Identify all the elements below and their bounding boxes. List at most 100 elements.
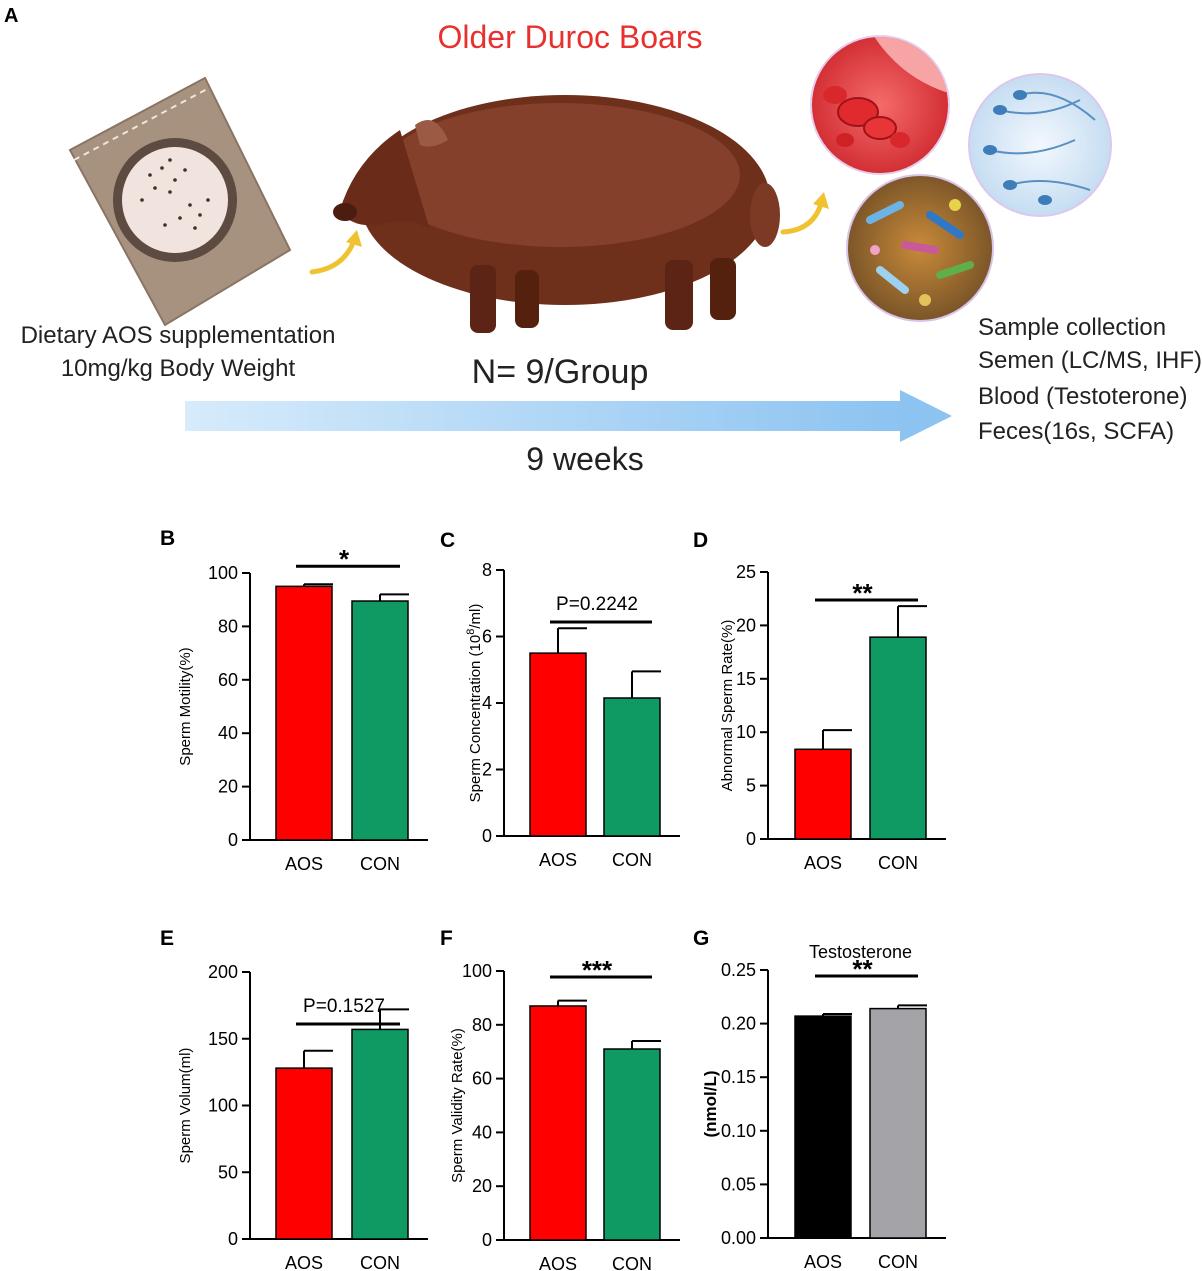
y-tick-label: 25 — [736, 562, 756, 582]
bar-aos — [794, 1015, 852, 1239]
boar-image — [333, 95, 780, 333]
chart-panel-d: D 0 5 10 15 20 25 AOS CON ** Abnormal Sperm Rate(%… — [693, 529, 946, 873]
diet-line-2: 10mg/kg Body Weight — [61, 355, 296, 382]
chart-panel-f: F 0 20 40 60 80 100 AOS CON *** Sperm Validity Rat… — [440, 927, 680, 1271]
y-axis-label: Sperm Motility(%) — [177, 647, 194, 765]
y-tick-label: 20 — [472, 1176, 492, 1196]
y-tick-label: 0 — [228, 830, 238, 850]
chart-panel-g: G 0.00 0.05 0.10 0.15 0.20 0.25 AOS CON **Testost… — [693, 927, 946, 1271]
sample-item-feces: Feces(16s, SCFA) — [978, 418, 1174, 445]
significance-label: P=0.2242 — [556, 594, 638, 615]
y-tick-label: 20 — [218, 777, 238, 797]
x-tick-label: CON — [612, 1254, 652, 1271]
curved-arrow-icon — [309, 235, 358, 275]
y-tick-label: 40 — [218, 723, 238, 743]
significance-label: ** — [852, 578, 873, 608]
bar-con — [869, 1007, 927, 1239]
sample-item-semen: Semen (LC/MS, IHF) — [978, 347, 1202, 374]
y-tick-label: 0 — [228, 1229, 238, 1249]
bar-con — [351, 1028, 409, 1240]
y-tick-label: 0.10 — [721, 1121, 756, 1141]
panel-label-b: B — [160, 527, 175, 550]
y-tick-label: 0.25 — [721, 960, 756, 980]
sample-item-blood: Blood (Testoterone) — [978, 383, 1187, 410]
diet-line-1: Dietary AOS supplementation — [21, 322, 336, 349]
blood-cells-image — [810, 35, 950, 175]
y-tick-label: 50 — [218, 1162, 238, 1182]
bar-aos — [275, 585, 333, 841]
panel-label-g: G — [693, 927, 709, 950]
y-tick-label: 150 — [208, 1029, 238, 1049]
x-tick-label: CON — [360, 854, 400, 874]
y-tick-label: 8 — [482, 560, 492, 580]
y-tick-label: 80 — [472, 1015, 492, 1035]
x-tick-label: CON — [878, 853, 918, 873]
y-tick-label: 200 — [208, 962, 238, 982]
panel-label-a: A — [4, 5, 18, 27]
bar-aos — [529, 652, 587, 837]
y-tick-label: 0.00 — [721, 1228, 756, 1248]
bar-con — [351, 600, 409, 841]
y-tick-label: 0.05 — [721, 1174, 756, 1194]
y-tick-label: 0 — [746, 829, 756, 849]
x-tick-label: CON — [612, 850, 652, 870]
chart-panel-e: E 0 50 100 150 200 AOS CON P=0.1527 Sperm Volum(m… — [160, 927, 428, 1271]
bar-con — [603, 1048, 661, 1241]
bar-aos — [794, 748, 852, 840]
y-axis-label: Sperm Concentration (108/ml) — [465, 604, 484, 803]
chart-panel-c: C 0 2 4 6 8 AOS CON P=0.2242 Sperm Concentration … — [440, 529, 680, 870]
significance-label: ** — [852, 954, 873, 984]
timeline-arrow-icon — [185, 390, 952, 442]
y-tick-label: 4 — [482, 693, 492, 713]
x-tick-label: AOS — [285, 1253, 323, 1271]
x-tick-label: AOS — [539, 1254, 577, 1271]
x-tick-label: CON — [360, 1253, 400, 1271]
x-tick-label: CON — [878, 1252, 918, 1271]
sample-collection-title: Sample collection — [978, 314, 1166, 341]
y-tick-label: 100 — [462, 961, 492, 981]
significance-label: *** — [582, 955, 613, 985]
y-tick-label: 60 — [472, 1069, 492, 1089]
chart-title: Testosterone — [809, 942, 912, 962]
bar-con — [603, 697, 661, 837]
x-tick-label: AOS — [285, 854, 323, 874]
y-tick-label: 0 — [482, 826, 492, 846]
y-tick-label: 5 — [746, 776, 756, 796]
y-tick-label: 100 — [208, 1096, 238, 1116]
bar-con — [869, 636, 927, 840]
panel-label-d: D — [693, 529, 708, 552]
x-tick-label: AOS — [804, 853, 842, 873]
y-axis-label: (nmol/L) — [701, 1070, 720, 1137]
group-size-label: N= 9/Group — [472, 353, 649, 391]
sperm-image — [968, 73, 1112, 217]
y-tick-label: 0 — [482, 1230, 492, 1250]
y-tick-label: 10 — [736, 722, 756, 742]
x-tick-label: AOS — [804, 1252, 842, 1271]
y-tick-label: 100 — [208, 563, 238, 583]
panel-a-title: Older Duroc Boars — [438, 19, 703, 55]
y-tick-label: 2 — [482, 760, 492, 780]
feed-bag-icon — [68, 76, 292, 327]
y-axis-label: Sperm Validity Rate(%) — [449, 1028, 466, 1183]
y-tick-label: 20 — [736, 615, 756, 635]
y-tick-label: 0.20 — [721, 1014, 756, 1034]
curved-arrow-samples-head-icon — [813, 192, 829, 209]
y-tick-label: 15 — [736, 669, 756, 689]
y-tick-label: 80 — [218, 616, 238, 636]
bar-aos — [529, 1005, 587, 1241]
y-axis-label: Sperm Volum(ml) — [177, 1048, 194, 1164]
duration-label: 9 weeks — [526, 441, 643, 477]
chart-panel-b: B 0 20 40 60 80 100 AOS CON * Sperm Motility(%) — [160, 527, 428, 874]
panel-label-c: C — [440, 529, 455, 552]
panel-label-e: E — [160, 927, 174, 950]
significance-label: * — [339, 544, 350, 574]
y-tick-label: 0.15 — [721, 1067, 756, 1087]
y-axis-label: Abnormal Sperm Rate(%) — [719, 620, 736, 792]
bar-aos — [275, 1067, 333, 1240]
microbiota-image — [846, 174, 994, 322]
x-tick-label: AOS — [539, 850, 577, 870]
panel-label-f: F — [440, 927, 453, 950]
y-tick-label: 60 — [218, 670, 238, 690]
panel-a: A Dietary AOS supplementation 10mg/kg Bo… — [4, 5, 1202, 477]
curved-arrow-head-icon — [346, 230, 362, 247]
